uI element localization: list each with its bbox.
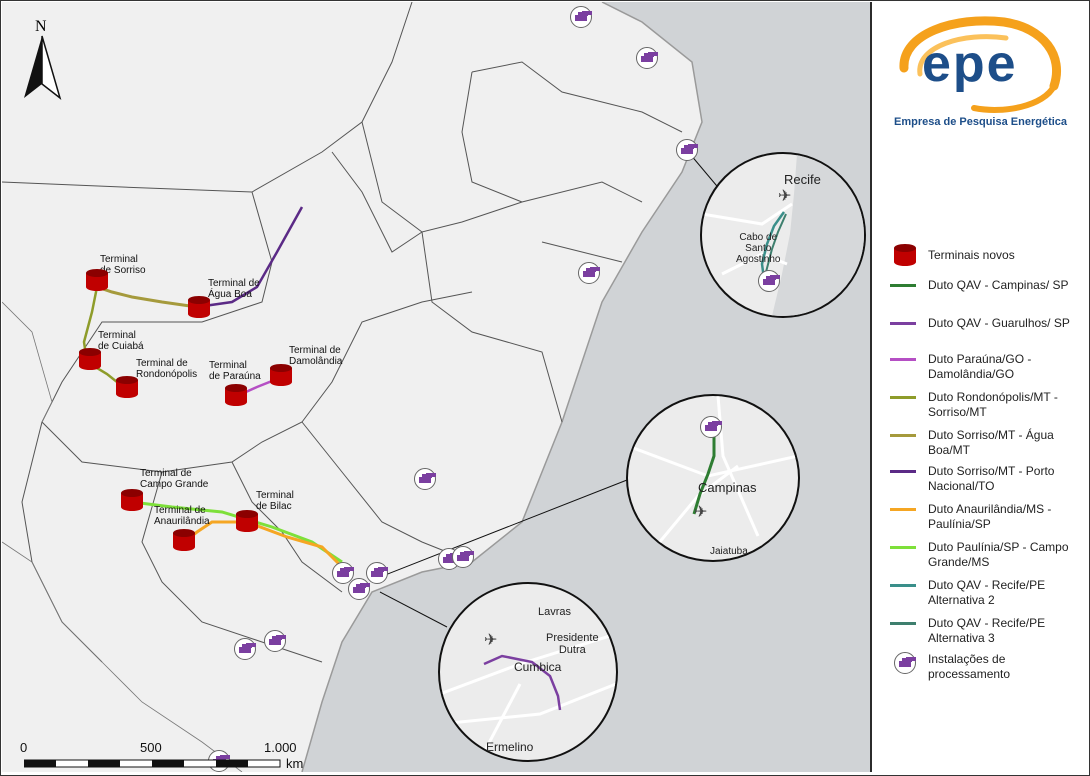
scale-bar-graphic [24, 759, 281, 768]
legend-line-swatch [890, 584, 916, 587]
inset-place-label: Lavras [538, 606, 572, 618]
terminal-label: Terminal de Bilac [256, 490, 294, 512]
legend-line-swatch [890, 284, 916, 287]
pipeline-anaurilandia-paulinia [183, 520, 344, 569]
terminal-label: Terminal de Campo Grande [140, 468, 209, 490]
terminal-label: Terminal de Anaurilândia [154, 505, 210, 527]
north-label: N [35, 18, 47, 35]
factory-icon[interactable] [366, 562, 388, 584]
map-area[interactable]: N Terminal de Sorriso Terminal de Água B… [2, 2, 872, 772]
terminal-label: Terminal de Água Boa [208, 278, 260, 300]
legend-line-swatch [890, 546, 916, 549]
inset-city-label: Recife [784, 172, 821, 187]
terminal-label: Terminal de Paraúna [209, 360, 261, 382]
factory-icon[interactable] [636, 47, 658, 69]
factory-icon[interactable] [676, 139, 698, 161]
factory-icon[interactable] [264, 630, 286, 652]
legend-label: Duto QAV - Recife/PE Alternativa 2 [928, 578, 1046, 607]
legend-line-swatch [890, 322, 916, 325]
legend-label: Duto QAV - Recife/PE Alternativa 3 [928, 616, 1046, 645]
terminal-icon [86, 269, 108, 293]
airplane-icon [778, 186, 796, 206]
pipeline-sorriso-agua-boa [96, 285, 198, 309]
legend-label: Duto Paulínia/SP - Campo Grande/MS [928, 540, 1069, 569]
legend-line-swatch [890, 508, 916, 511]
company-name: Empresa de Pesquisa Energética [894, 116, 1068, 128]
terminal-icon [116, 376, 138, 400]
legend-label: Duto QAV - Guarulhos/ SP [928, 316, 1070, 330]
legend-line-swatch [890, 622, 916, 625]
scale-label: 1.000 [264, 740, 297, 755]
scale-label: 500 [140, 740, 162, 755]
terminal-icon [236, 510, 258, 534]
terminal-label: Terminal de Cuiabá [98, 330, 144, 352]
legend-label: Duto Anaurilândia/MS - Paulínia/SP [928, 502, 1052, 531]
legend-label: Instalações de processamento [928, 652, 1011, 681]
scale-bar: 0 500 1.000 km [20, 740, 320, 772]
inset-place-label: Jaiatuba [710, 546, 748, 557]
factory-icon[interactable] [570, 6, 592, 28]
factory-icon [894, 652, 916, 674]
inset-campinas[interactable]: Campinas Jaiatuba [626, 394, 800, 562]
terminal-label: Terminal de Damolândia [289, 345, 343, 367]
logo-swoosh-icon [899, 16, 1062, 113]
terminal-icon [173, 529, 195, 553]
terminal-icon [79, 348, 101, 372]
terminal-label: Terminal de Rondonópolis [136, 358, 198, 380]
inset-place-label: Cabo de Santo Agostinho [736, 232, 781, 265]
terminal-cylinder-icon [894, 244, 916, 268]
terminal-icon [188, 296, 210, 320]
inset-recife[interactable]: Recife Cabo de Santo Agostinho [700, 152, 866, 318]
inset-city-label: Campinas [698, 480, 757, 495]
legend-label: Duto Sorriso/MT - Água Boa/MT [928, 428, 1054, 457]
north-arrow-icon [24, 35, 62, 101]
airplane-icon [484, 630, 502, 650]
pipeline-sorriso-porto-nacional [196, 206, 304, 309]
factory-icon[interactable] [414, 468, 436, 490]
legend-label: Duto QAV - Campinas/ SP [928, 278, 1069, 292]
legend-label: Duto Sorriso/MT - Porto Nacional/TO [928, 464, 1055, 493]
factory-icon[interactable] [332, 562, 354, 584]
logo-text: epe [922, 35, 1018, 93]
legend-label: Terminais novos [928, 248, 1015, 262]
scale-label: 0 [20, 740, 28, 755]
country-borders [2, 301, 243, 772]
legend-line-swatch [890, 396, 916, 399]
airplane-icon [694, 502, 712, 522]
inset-place-label: Ermelino [486, 740, 534, 754]
inset-road-label: Presidente Dutra [546, 632, 599, 656]
legend-line-swatch [890, 470, 916, 473]
inset-campinas-map [628, 396, 798, 557]
epe-logo: epe [894, 16, 1064, 116]
factory-icon [758, 270, 780, 292]
inset-place-label: Cumbica [514, 660, 562, 674]
factory-icon[interactable] [452, 546, 474, 568]
factory-icon[interactable] [348, 578, 370, 600]
terminal-icon [225, 384, 247, 408]
inset-sp-map [440, 632, 616, 760]
legend-panel: epe Empresa de Pesquisa Energética Termi… [872, 2, 1087, 772]
legend-label: Duto Paraúna/GO - Damolândia/GO [928, 352, 1032, 381]
scale-unit: km [286, 756, 304, 771]
north-arrow: N [20, 18, 66, 102]
factory-icon[interactable] [578, 262, 600, 284]
inset-recife-map [702, 154, 864, 316]
factory-icon [700, 416, 722, 438]
inset-sao-paulo[interactable]: Lavras Presidente Dutra Cumbica Ermelino [438, 582, 618, 762]
legend-label: Duto Rondonópolis/MT - Sorriso/MT [928, 390, 1058, 419]
terminal-icon [121, 489, 143, 513]
legend-line-swatch [890, 358, 916, 361]
legend-line-swatch [890, 434, 916, 437]
factory-icon[interactable] [234, 638, 256, 660]
terminal-icon [270, 364, 292, 388]
